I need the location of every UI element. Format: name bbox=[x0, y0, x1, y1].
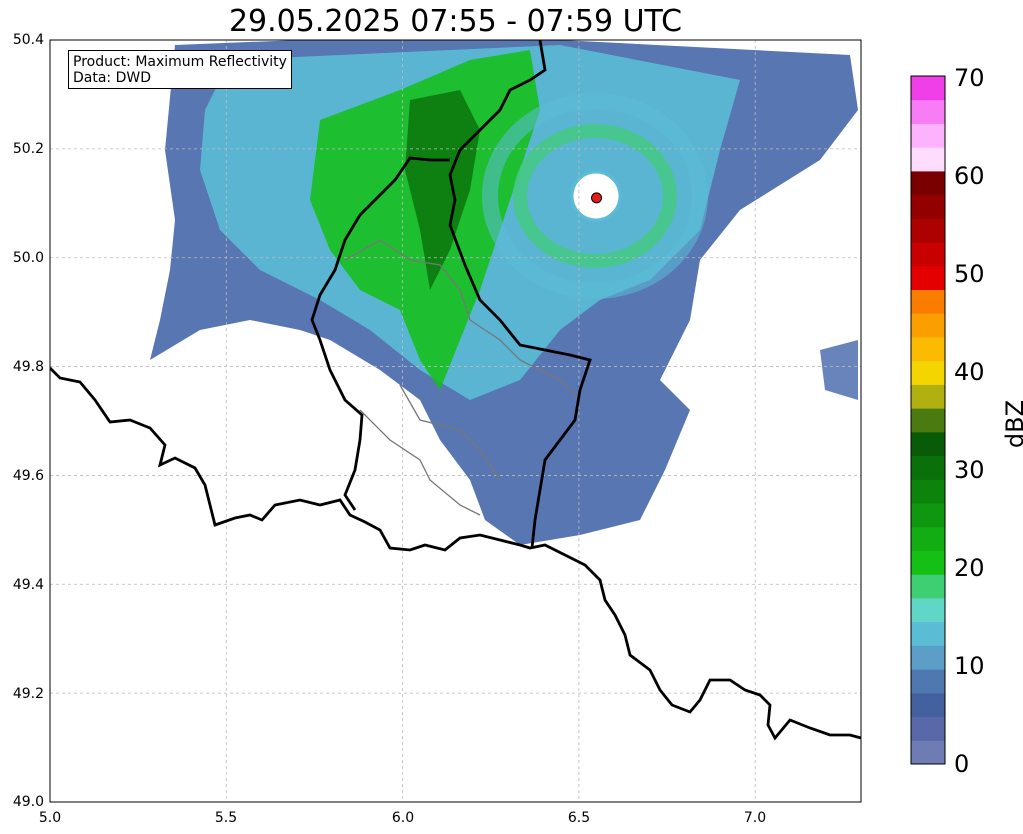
y-tick-label: 49.4 bbox=[12, 577, 44, 593]
colorbar-segment bbox=[911, 76, 945, 101]
colorbar-tick-label: 20 bbox=[954, 554, 985, 582]
colorbar-tick-label: 70 bbox=[954, 64, 985, 92]
info-product: Product: Maximum Reflectivity bbox=[73, 54, 287, 70]
x-tick-label: 7.0 bbox=[743, 810, 767, 826]
colorbar-segment bbox=[911, 123, 945, 148]
colorbar-segment bbox=[911, 645, 945, 670]
echo-ring-outer bbox=[482, 93, 708, 299]
echo-ring-around-site bbox=[513, 124, 677, 268]
colorbar-segment bbox=[911, 265, 945, 291]
y-tick-label: 49.0 bbox=[12, 794, 44, 810]
y-tick-label: 49.6 bbox=[12, 468, 44, 484]
y-tick-label: 49.2 bbox=[12, 686, 44, 702]
colorbar-segment bbox=[911, 455, 945, 480]
colorbar bbox=[911, 76, 945, 765]
colorbar-segment bbox=[911, 574, 945, 599]
colorbar-segment bbox=[911, 526, 945, 551]
colorbar-segment bbox=[911, 218, 945, 243]
map-title: 29.05.2025 07:55 - 07:59 UTC bbox=[228, 4, 683, 39]
colorbar-segment bbox=[911, 716, 945, 741]
colorbar-frame bbox=[910, 75, 946, 765]
radar-site-marker bbox=[591, 192, 603, 204]
colorbar-segment bbox=[911, 431, 945, 457]
x-tick-label: 5.0 bbox=[38, 810, 62, 826]
x-tick-label: 5.5 bbox=[214, 810, 238, 826]
colorbar-tick-label: 0 bbox=[954, 750, 970, 778]
colorbar-segment bbox=[911, 621, 945, 646]
x-tick-label: 6.0 bbox=[391, 810, 415, 826]
x-tick-label: 6.5 bbox=[567, 810, 591, 826]
colorbar-segment bbox=[911, 289, 945, 314]
colorbar-segment bbox=[911, 336, 945, 362]
colorbar-segment bbox=[911, 384, 945, 409]
colorbar-segment bbox=[911, 669, 945, 694]
colorbar-segment bbox=[911, 194, 945, 219]
info-box: Product: Maximum Reflectivity Data: DWD bbox=[68, 50, 292, 89]
colorbar-segment bbox=[911, 550, 945, 575]
colorbar-segment bbox=[911, 242, 945, 267]
colorbar-segment bbox=[911, 479, 945, 504]
colorbar-tick-label: 60 bbox=[954, 162, 985, 190]
colorbar-tick-label: 40 bbox=[954, 358, 985, 386]
info-data-source: Data: DWD bbox=[73, 70, 151, 86]
colorbar-segment bbox=[911, 408, 945, 433]
colorbar-label: dBZ bbox=[1001, 399, 1023, 449]
colorbar-tick-label: 30 bbox=[954, 456, 985, 484]
colorbar-segment bbox=[911, 597, 945, 623]
colorbar-segment bbox=[911, 313, 945, 338]
colorbar-segment bbox=[911, 147, 945, 172]
colorbar-segment bbox=[911, 692, 945, 718]
colorbar-segment bbox=[911, 99, 945, 124]
y-tick-label: 49.8 bbox=[12, 359, 44, 375]
inner-border bbox=[344, 239, 581, 516]
national-border-east bbox=[448, 40, 592, 549]
y-tick-label: 50.2 bbox=[12, 141, 44, 157]
y-tick-label: 50.4 bbox=[12, 32, 44, 48]
colorbar-segment bbox=[911, 170, 945, 196]
colorbar-tick-label: 10 bbox=[954, 652, 985, 680]
plot-frame bbox=[49, 39, 862, 803]
echo-east-band bbox=[820, 340, 858, 400]
y-tick-label: 50.0 bbox=[12, 250, 44, 266]
echo-dark-core bbox=[405, 90, 480, 290]
colorbar-segment bbox=[911, 503, 945, 528]
regional-border-lux bbox=[310, 156, 450, 511]
precipitation-layer bbox=[150, 40, 858, 545]
colorbar-tick-label: 50 bbox=[954, 260, 985, 288]
colorbar-segment bbox=[911, 360, 945, 385]
borders-layer bbox=[50, 40, 861, 741]
national-border-west bbox=[50, 367, 861, 741]
colorbar-segment bbox=[911, 740, 945, 765]
